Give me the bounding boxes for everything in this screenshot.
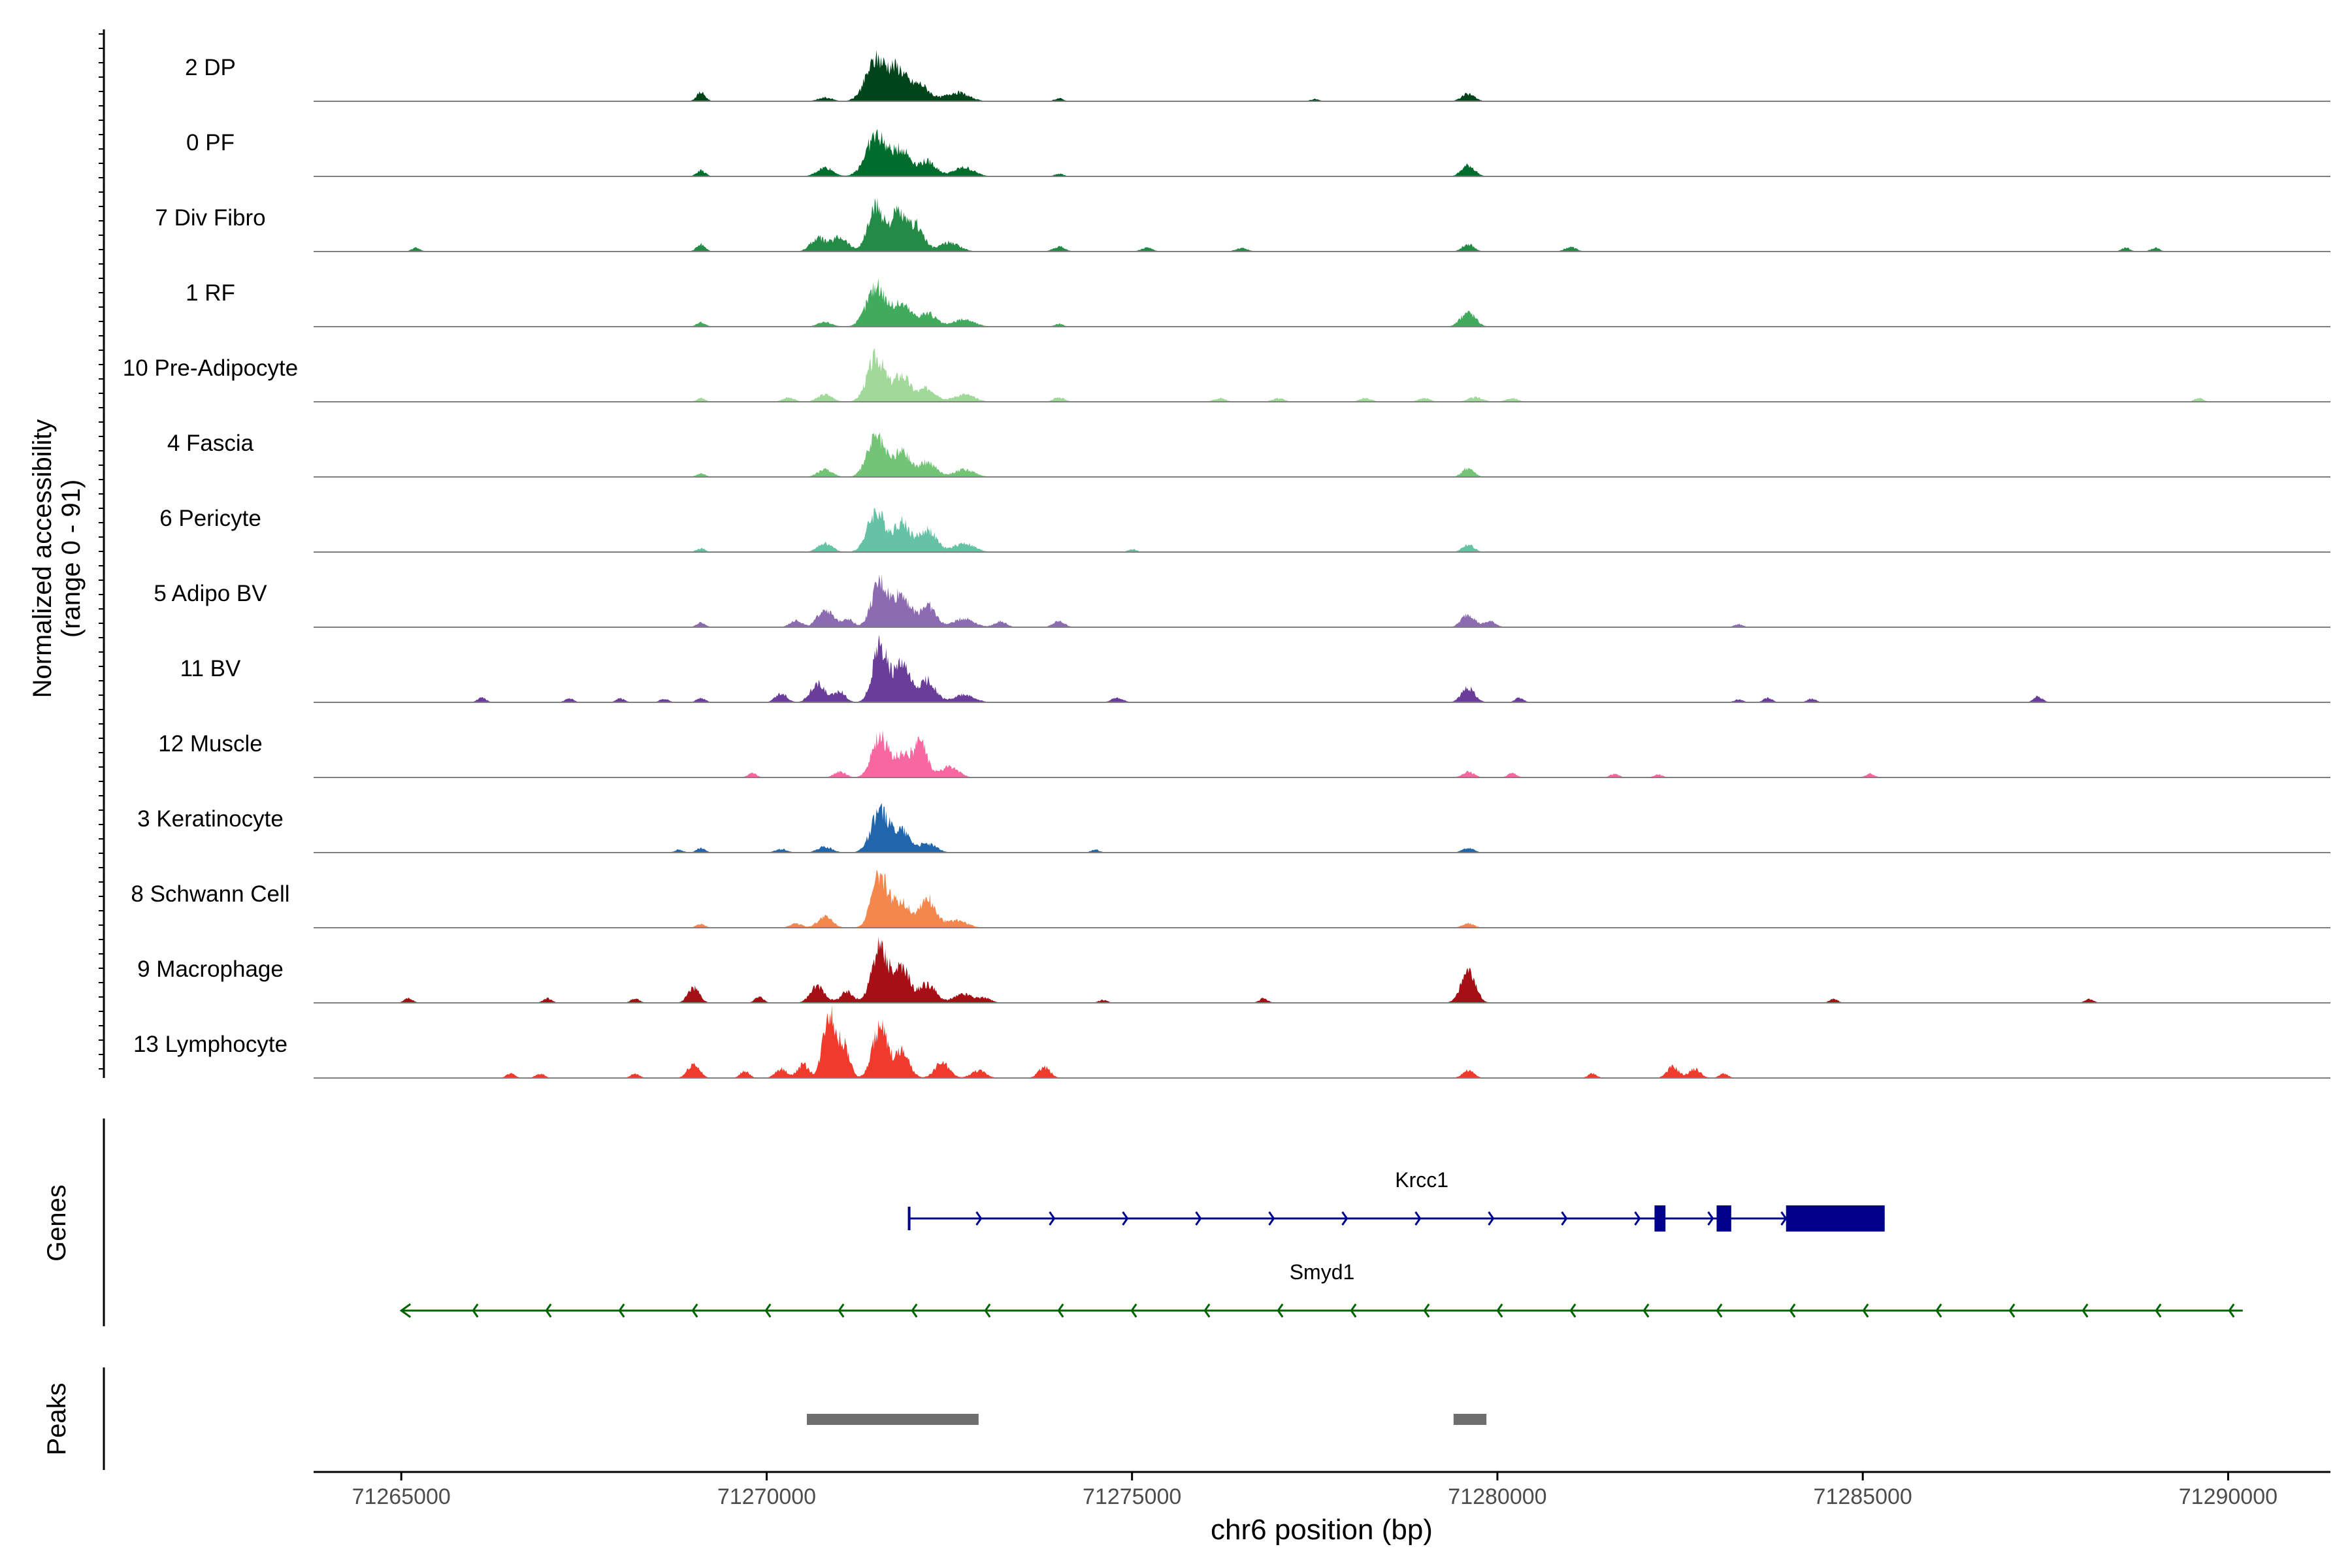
track-label: 1 RF [186, 280, 235, 306]
x-tick-label: 71285000 [1814, 1484, 1912, 1509]
strand-arrow [2008, 1303, 2016, 1318]
strand-arrow [764, 1303, 772, 1318]
strand-arrow [1423, 1303, 1430, 1318]
exon [1786, 1205, 1885, 1232]
strand-arrow [1707, 1211, 1714, 1226]
gene-label: Smyd1 [1290, 1260, 1355, 1284]
exon [1716, 1205, 1731, 1232]
peaks-panel: Peaks [42, 1367, 1487, 1470]
peak-region [806, 1414, 979, 1425]
strand-arrow [1195, 1211, 1202, 1226]
track-label: 12 Muscle [158, 731, 263, 757]
track-label: 7 Div Fibro [155, 205, 265, 231]
track-label: 0 PF [186, 130, 235, 155]
track-10: 12 Muscle [158, 730, 2330, 778]
track-14: 13 Lymphocyte [133, 1005, 2330, 1079]
peak-region [1453, 1414, 1487, 1425]
strand-arrow [618, 1303, 625, 1318]
track-label: 2 DP [185, 55, 236, 80]
strand-arrow [1414, 1211, 1422, 1226]
strand-arrow [984, 1303, 991, 1318]
strand-arrow [1350, 1303, 1357, 1318]
strand-arrow [1341, 1211, 1348, 1226]
exon [1654, 1205, 1666, 1232]
track-label: 11 BV [180, 656, 241, 681]
x-tick-label: 71290000 [2179, 1484, 2278, 1509]
gene-models: Krcc1 Smyd1 [399, 1168, 2243, 1318]
track-3: 7 Div Fibro [155, 197, 2330, 252]
strand-arrow [2228, 1303, 2235, 1318]
x-tick-label: 71280000 [1448, 1484, 1546, 1509]
strand-arrow [691, 1303, 698, 1318]
track-8: 5 Adipo BV [154, 574, 2330, 628]
track-label: 4 Fascia [167, 431, 254, 456]
strand-arrow [1130, 1303, 1137, 1318]
strand-arrow [545, 1303, 552, 1318]
genes-panel-label: Genes [42, 1184, 71, 1262]
track-label: 9 Macrophage [137, 956, 284, 982]
track-label: 8 Schwann Cell [131, 881, 289, 907]
x-axis: 71265000 71270000 71275000 71280000 71285000… [314, 1471, 2330, 1546]
strand-arrow [1634, 1211, 1641, 1226]
strand-arrow [1203, 1303, 1211, 1318]
track-2: 0 PF [186, 129, 2330, 177]
x-axis-title: chr6 position (bp) [1211, 1514, 1433, 1546]
strand-arrow [1716, 1303, 1723, 1318]
strand-arrow [1569, 1303, 1576, 1318]
strand-arrow [1049, 1211, 1056, 1226]
x-tick-label: 71270000 [717, 1484, 816, 1509]
strand-arrow [2155, 1303, 2162, 1318]
track-label: 3 Keratinocyte [137, 806, 284, 832]
strand-arrow [911, 1303, 918, 1318]
strand-arrow [1789, 1303, 1796, 1318]
x-ticks: 71265000 71270000 71275000 71280000 71285000… [352, 1472, 2278, 1509]
x-tick-label: 71275000 [1083, 1484, 1181, 1509]
gene-smyd1: Smyd1 [399, 1260, 2243, 1318]
track-9: 11 BV [180, 634, 2330, 703]
gene-krcc1: Krcc1 [907, 1168, 1885, 1232]
strand-arrow [1496, 1303, 1503, 1318]
strand-arrow [1057, 1303, 1064, 1318]
strand-arrow [2082, 1303, 2089, 1318]
coverage-y-label-line2: (range 0 - 91) [57, 480, 86, 638]
track-1: 2 DP [185, 50, 2330, 102]
genes-panel: Genes Krcc1 Smyd1 [42, 1119, 2243, 1326]
coverage-tracks: 2 DP 0 PF 7 Div Fibro 1 RF 10 Pre-Adipocyte 4… [123, 50, 2330, 1079]
strand-arrow [1488, 1211, 1495, 1226]
peaks-panel-label: Peaks [42, 1382, 71, 1455]
track-label: 6 Pericyte [159, 506, 261, 531]
track-4: 1 RF [186, 278, 2330, 327]
strand-arrow [1780, 1211, 1788, 1226]
strand-arrow [472, 1303, 479, 1318]
strand-arrow [838, 1303, 845, 1318]
strand-arrow [1935, 1303, 1942, 1318]
track-label: 10 Pre-Adipocyte [123, 355, 298, 381]
strand-arrow [1277, 1303, 1284, 1318]
strand-arrow [1561, 1211, 1568, 1226]
track-6: 4 Fascia [167, 431, 2330, 478]
track-label: 13 Lymphocyte [133, 1032, 287, 1057]
gene-label: Krcc1 [1395, 1168, 1448, 1192]
coverage-area [314, 197, 2330, 252]
track-13: 9 Macrophage [137, 936, 2330, 1004]
coverage-y-ticks [99, 33, 104, 1070]
track-11: 3 Keratinocyte [137, 803, 2330, 853]
peak-regions [806, 1414, 1487, 1425]
x-tick-label: 71265000 [352, 1484, 451, 1509]
strand-arrow [1862, 1303, 1869, 1318]
strand-arrow [1122, 1211, 1129, 1226]
track-label: 5 Adipo BV [154, 581, 267, 606]
strand-arrow [399, 1303, 412, 1318]
coverage-panel: Normalized accessibility (range 0 - 91) … [28, 29, 2330, 1079]
strand-arrow [975, 1211, 983, 1226]
coverage-y-label-line1: Normalized accessibility [28, 419, 57, 698]
track-5: 10 Pre-Adipocyte [123, 348, 2330, 402]
track-12: 8 Schwann Cell [131, 870, 2330, 928]
strand-arrow [1642, 1303, 1650, 1318]
strand-arrow [1268, 1211, 1275, 1226]
track-7: 6 Pericyte [159, 506, 2330, 553]
coverage-area [314, 936, 2330, 1003]
